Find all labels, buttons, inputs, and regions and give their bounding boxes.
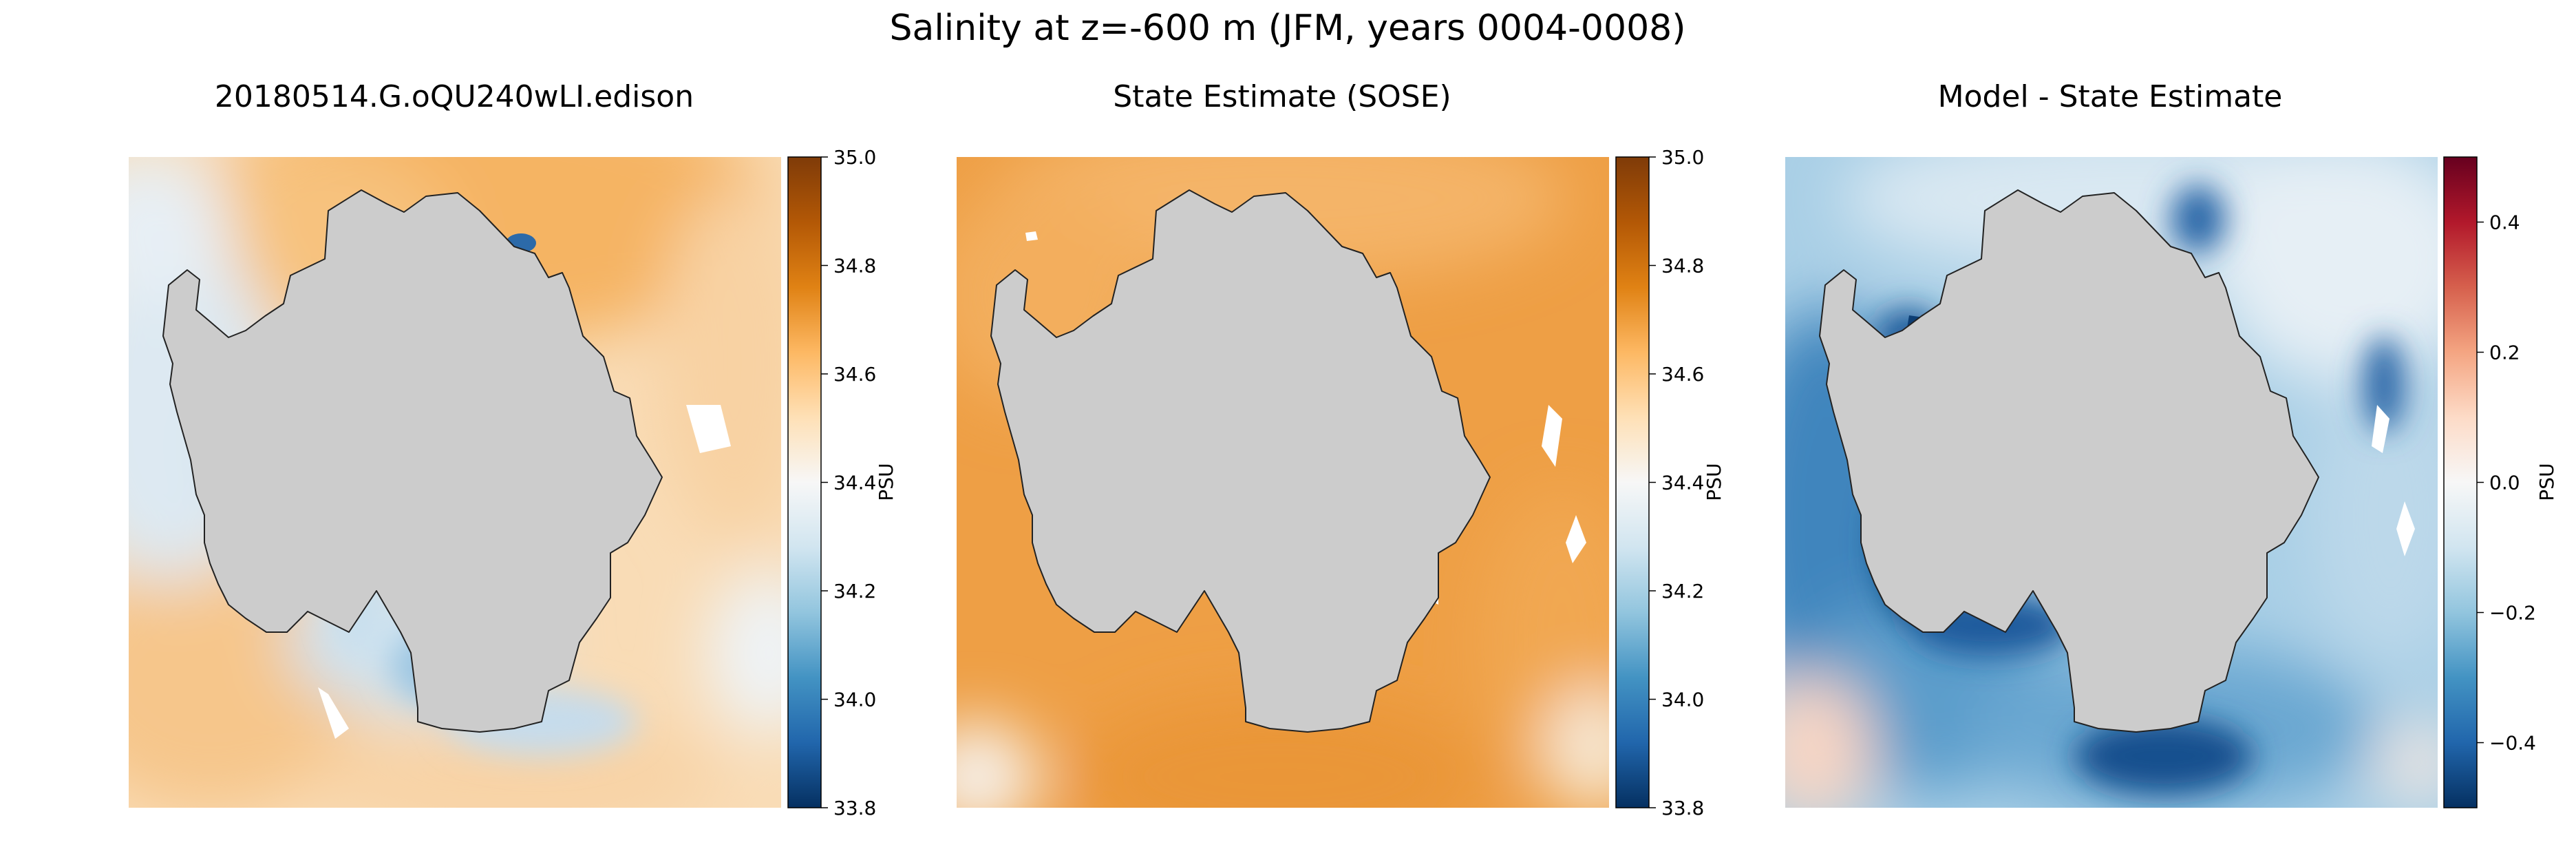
colorbar-tick-label: 34.8	[1661, 255, 1704, 278]
colorbar-tick-label: 33.8	[1661, 797, 1704, 819]
panel-model: 20180514.G.oQU240wLI.edison	[129, 79, 897, 819]
colorbar-tick-label: 34.2	[1661, 580, 1704, 603]
panel-title-difference: Model - State Estimate	[1938, 79, 2283, 114]
colorbar-ticks-model: 35.0 34.8 34.6 34.4 34.2 34.0 33.8	[821, 146, 876, 819]
colorbar-label-difference: PSU	[2535, 463, 2558, 501]
panel-difference: Model - State Estimate	[1785, 79, 2558, 808]
panel-title-model: 20180514.G.oQU240wLI.edison	[215, 79, 694, 114]
colorbar-tick-label: −0.4	[2489, 732, 2536, 755]
colorbar-label-sose: PSU	[1703, 463, 1725, 501]
panel-title-sose: State Estimate (SOSE)	[1113, 79, 1451, 114]
panel-sose: State Estimate (SOSE)	[957, 79, 1725, 819]
colorbar-tick-label: 0.0	[2489, 472, 2520, 494]
colorbar-tick-label: 34.6	[833, 363, 876, 386]
colorbar-tick-label: 34.2	[833, 580, 876, 603]
colorbar-tick-label: 34.6	[1661, 363, 1704, 386]
colorbar-tick-label: 35.0	[1661, 146, 1704, 169]
colorbar-tick-label: 0.4	[2489, 211, 2520, 234]
colorbar-ticks-difference: 0.4 0.2 0.0 −0.2 −0.4	[2477, 211, 2536, 755]
colorbar-ticks-sose: 35.0 34.8 34.6 34.4 34.2 34.0 33.8	[1649, 146, 1704, 819]
colorbar-tick-label: 34.0	[833, 689, 876, 711]
colorbar-tick-label: −0.2	[2489, 602, 2536, 625]
antarctica-land-difference	[1819, 189, 2319, 733]
colorbar-tick-label: 34.8	[833, 255, 876, 278]
colorbar-tick-label: 0.2	[2489, 342, 2520, 364]
figure-suptitle: Salinity at z=-600 m (JFM, years 0004-00…	[889, 8, 1685, 49]
colorbar-tick-label: 34.4	[833, 472, 876, 494]
colorbar-model	[787, 156, 822, 808]
colorbar-difference	[2443, 156, 2478, 808]
colorbar-tick-label: 34.4	[1661, 472, 1704, 494]
colorbar-label-model: PSU	[875, 463, 897, 501]
colorbar-tick-label: 34.0	[1661, 689, 1704, 711]
colorbar-sose	[1615, 156, 1650, 808]
colorbar-tick-label: 35.0	[833, 146, 876, 169]
antarctica-land-model	[162, 189, 663, 733]
antarctica-land-sose	[990, 189, 1491, 733]
colorbar-tick-label: 33.8	[833, 797, 876, 819]
